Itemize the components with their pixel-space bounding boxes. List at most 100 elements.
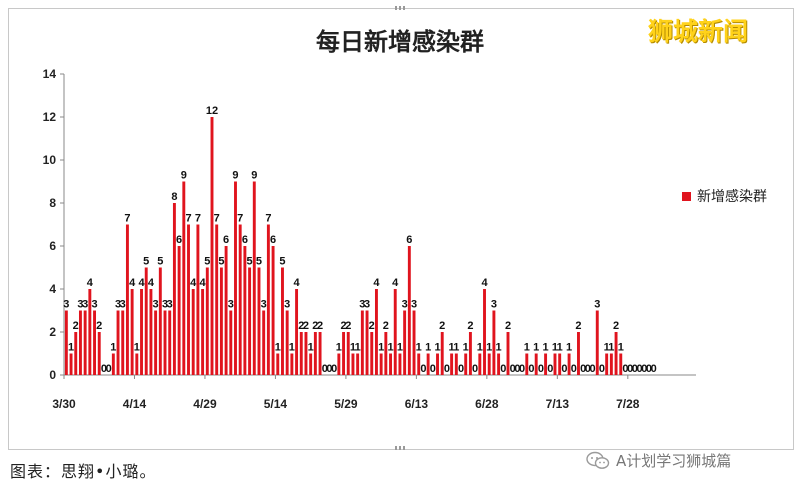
data-label: 0 [519,363,525,375]
data-label: 0 [538,363,544,375]
chart-data-labels: 3123343200133741454353386974745127563976… [63,105,656,375]
y-tick-label: 12 [43,110,57,124]
data-label: 1 [434,342,440,354]
data-label: 3 [120,299,126,311]
data-label: 0 [500,363,506,375]
data-label: 1 [449,342,455,354]
bar [468,332,472,375]
bar [398,353,402,375]
bar [440,332,444,375]
data-label: 2 [505,320,511,332]
bar [342,332,346,375]
bar [304,332,308,375]
data-label: 3 [91,299,97,311]
bar [135,353,139,375]
data-label: 1 [552,342,558,354]
bar [483,289,486,375]
data-label: 0 [101,363,107,375]
bar [577,332,580,375]
bar [257,267,261,375]
data-label: 0 [322,363,328,375]
bar [243,246,247,375]
bar [163,310,167,375]
bar [149,289,153,375]
x-tick-label: 7/13 [546,397,570,411]
data-label: 0 [420,363,426,375]
data-label: 2 [73,320,79,332]
data-label: 1 [463,342,469,354]
bar [356,353,360,375]
data-label: 1 [618,342,624,354]
bar [436,353,439,375]
x-tick-label: 6/13 [405,397,429,411]
data-label: 0 [580,363,586,375]
data-label: 3 [63,299,69,311]
data-label: 7 [237,213,243,225]
data-label: 1 [397,342,403,354]
bar [544,353,548,375]
bar [614,332,618,375]
data-label: 0 [571,363,577,375]
data-label: 1 [425,342,431,354]
data-label: 1 [275,342,281,354]
bar [215,224,219,375]
bar [130,289,134,375]
bar [487,353,491,375]
bar [234,181,237,375]
bar [407,246,411,375]
data-label: 4 [148,277,155,289]
bar [83,310,87,375]
data-label: 1 [355,342,361,354]
data-label: 9 [251,170,257,182]
data-label: 1 [387,342,393,354]
y-tick-label: 10 [43,153,57,167]
legend: 新增感染群 [682,186,767,206]
data-label: 9 [232,170,238,182]
data-label: 3 [364,299,370,311]
bar [567,353,571,375]
data-label: 1 [566,342,572,354]
data-label: 1 [68,342,74,354]
bar [168,310,172,375]
bar [69,353,73,375]
data-label: 5 [256,256,262,268]
data-label: 4 [138,277,145,289]
bar [492,310,496,375]
data-label: 3 [594,299,600,311]
x-tick-label: 7/28 [616,397,640,411]
bar [144,267,148,375]
bar [224,246,228,375]
bar [595,310,599,375]
data-label: 6 [176,234,182,246]
data-label: 0 [514,363,520,375]
bar [285,310,289,375]
data-label: 0 [651,363,657,375]
bar [295,289,299,375]
bar [379,353,383,375]
bar [450,353,454,375]
bar [454,353,458,375]
data-label: 7 [214,213,220,225]
y-tick-label: 2 [49,325,56,339]
x-tick-label: 5/29 [334,397,358,411]
data-label: 7 [185,213,191,225]
bar [187,224,190,375]
resize-handle-top[interactable] [395,6,405,10]
bar [196,224,200,375]
legend-swatch [682,191,691,201]
resize-handle-bottom[interactable] [395,446,405,450]
data-label: 3 [228,299,234,311]
bar [266,224,270,375]
data-label: 12 [206,105,218,117]
bar [412,310,416,375]
bar [271,246,275,375]
data-label: 4 [200,277,207,289]
x-tick-label: 3/30 [52,397,76,411]
bar [337,353,341,375]
footer-brand-label: A计划学习狮城篇 [616,452,732,470]
data-label: 0 [590,363,596,375]
bar [318,332,322,375]
data-label: 0 [632,363,638,375]
data-label: 1 [350,342,356,354]
bar [140,289,143,375]
